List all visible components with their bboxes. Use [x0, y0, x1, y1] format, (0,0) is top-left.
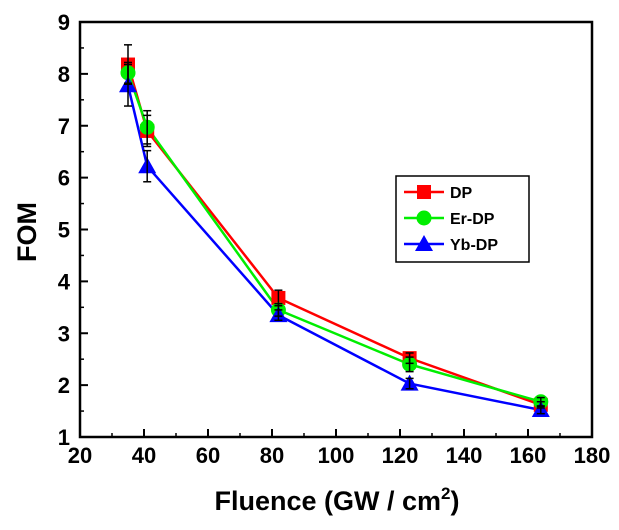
- x-tick-label: 20: [68, 443, 92, 468]
- x-tick-label: 180: [574, 443, 611, 468]
- y-tick-label: 4: [58, 269, 71, 294]
- y-tick-label: 6: [58, 166, 70, 191]
- y-tick-label: 1: [58, 425, 70, 450]
- x-tick-label: 60: [196, 443, 220, 468]
- x-tick-label: 120: [382, 443, 419, 468]
- legend-label-dp: DP: [450, 185, 473, 202]
- legend: DP Er-DP Yb-DP: [395, 175, 530, 263]
- x-axis-title-main: Fluence (GW / cm: [214, 486, 441, 516]
- plot-area: [119, 44, 550, 418]
- x-tick-label: 80: [260, 443, 284, 468]
- y-axis-title: FOM: [12, 202, 42, 262]
- y-tick-label: 3: [58, 321, 70, 346]
- x-tick-label: 140: [446, 443, 483, 468]
- y-tick-label: 5: [58, 218, 70, 243]
- x-axis-title-superscript: 2: [441, 484, 450, 503]
- legend-marker-dp: [417, 185, 431, 199]
- y-tick-label: 7: [58, 114, 70, 139]
- axes: 20 40 60 80 100 120 140 160 180 1 2 3 4 5 6 7 8 9: [58, 10, 611, 468]
- legend-marker-er-dp: [416, 210, 432, 226]
- x-axis-title: Fluence (GW / cm2): [214, 484, 459, 516]
- y-tick-label: 8: [58, 62, 70, 87]
- x-tick-label: 100: [318, 443, 355, 468]
- x-tick-label: 40: [132, 443, 156, 468]
- x-axis-title-close: ): [451, 486, 460, 516]
- legend-label-yb-dp: Yb-DP: [450, 237, 498, 254]
- legend-marker-yb-dp: [415, 235, 433, 251]
- y-tick-label: 9: [58, 10, 70, 35]
- legend-label-er-dp: Er-DP: [450, 211, 495, 228]
- y-tick-label: 2: [58, 373, 70, 398]
- x-tick-label: 160: [510, 443, 547, 468]
